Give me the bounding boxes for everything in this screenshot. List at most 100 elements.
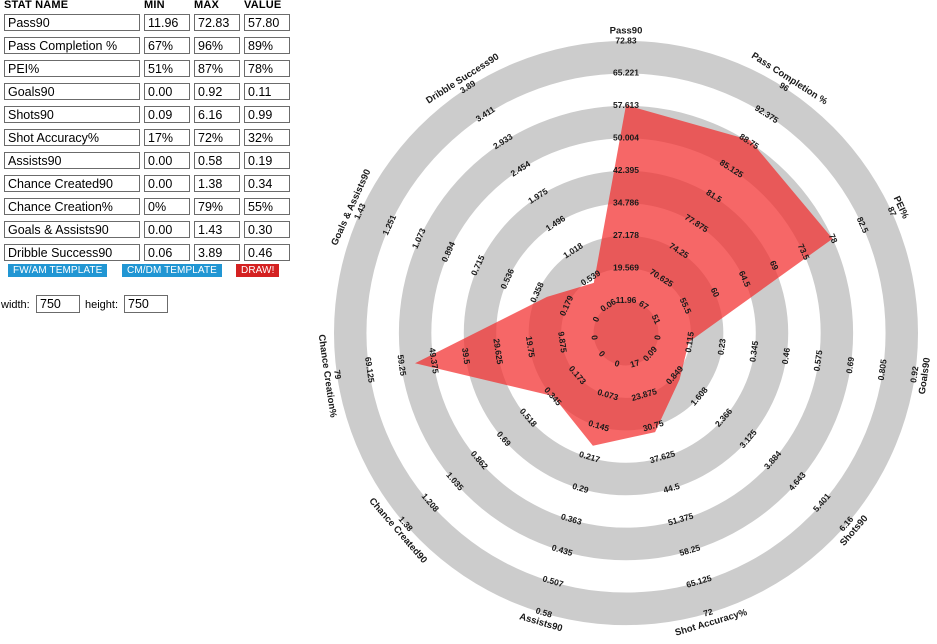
min-input[interactable]: 11.96 — [144, 14, 190, 31]
table-cell: 0.00 — [142, 172, 192, 195]
height-input[interactable]: 750 — [124, 295, 168, 313]
max-input[interactable]: 3.89 — [194, 244, 240, 261]
radar-tick-label: 29.625 — [491, 338, 505, 365]
max-input[interactable]: 72% — [194, 129, 240, 146]
radar-tick-label: 50.004 — [613, 133, 639, 143]
table-cell: 0.00 — [142, 218, 192, 241]
table-cell: Dribble Success90 — [2, 241, 142, 264]
radar-tick-label: 51 — [650, 313, 663, 326]
min-input[interactable]: 0.06 — [144, 244, 190, 261]
stat-table: STAT NAME MIN MAX VALUE Pass90 11.96 72.83… — [2, 0, 292, 264]
value-input[interactable]: 0.34 — [244, 175, 290, 192]
value-input[interactable]: 0.11 — [244, 83, 290, 100]
min-input[interactable]: 0% — [144, 198, 190, 215]
value-input[interactable]: 32% — [244, 129, 290, 146]
min-input[interactable]: 0.00 — [144, 152, 190, 169]
max-input[interactable]: 87% — [194, 60, 240, 77]
max-input[interactable]: 0.58 — [194, 152, 240, 169]
radar-tick-label: 87 — [886, 205, 899, 218]
radar-tick-label: 0.115 — [683, 331, 696, 353]
max-input[interactable]: 96% — [194, 37, 240, 54]
radar-tick-label: 0 — [613, 358, 621, 369]
value-input[interactable]: 0.19 — [244, 152, 290, 169]
table-cell: 55% — [242, 195, 292, 218]
stat-name-input[interactable]: Chance Created90 — [4, 175, 140, 192]
min-input[interactable]: 51% — [144, 60, 190, 77]
stat-name-input[interactable]: Goals90 — [4, 83, 140, 100]
cm-dm-template-button[interactable]: CM/DM TEMPLATE — [122, 264, 222, 277]
table-cell: 96% — [192, 34, 242, 57]
table-cell: 0.00 — [142, 80, 192, 103]
table-cell: Pass Completion % — [2, 34, 142, 57]
value-input[interactable]: 89% — [244, 37, 290, 54]
min-input[interactable]: 0.09 — [144, 106, 190, 123]
stat-name-input[interactable]: Pass90 — [4, 14, 140, 31]
value-input[interactable]: 78% — [244, 60, 290, 77]
table-row: Shots90 0.09 6.16 0.99 — [2, 103, 292, 126]
table-cell: 11.96 — [142, 11, 192, 34]
max-input[interactable]: 1.43 — [194, 221, 240, 238]
table-cell: 51% — [142, 57, 192, 80]
radar-tick-label: 0.805 — [876, 358, 889, 381]
min-input[interactable]: 17% — [144, 129, 190, 146]
radar-axis-label: Goals90 — [917, 357, 933, 395]
table-row: Pass Completion % 67% 96% 89% — [2, 34, 292, 57]
stat-name-input[interactable]: PEI% — [4, 60, 140, 77]
stat-name-input[interactable]: Dribble Success90 — [4, 244, 140, 261]
value-input[interactable]: 0.46 — [244, 244, 290, 261]
min-input[interactable]: 0.00 — [144, 221, 190, 238]
max-input[interactable]: 79% — [194, 198, 240, 215]
stat-name-input[interactable]: Chance Creation% — [4, 198, 140, 215]
table-cell: 0.34 — [242, 172, 292, 195]
table-cell: 17% — [142, 126, 192, 149]
stat-name-input[interactable]: Shots90 — [4, 106, 140, 123]
max-input[interactable]: 1.38 — [194, 175, 240, 192]
radar-tick-label: 69 — [768, 259, 781, 272]
table-cell: 1.43 — [192, 218, 242, 241]
radar-tick-label: 0.345 — [747, 340, 760, 363]
radar-tick-label: 0.58 — [535, 605, 554, 619]
table-cell: Shots90 — [2, 103, 142, 126]
max-input[interactable]: 72.83 — [194, 14, 240, 31]
draw-button[interactable]: DRAW! — [236, 264, 280, 277]
radar-tick-label: 9.875 — [556, 331, 569, 354]
radar-tick-label: 0.575 — [811, 349, 824, 372]
radar-tick-label: 69.125 — [363, 356, 377, 383]
radar-tick-label: 0.29 — [571, 481, 590, 495]
max-input[interactable]: 0.92 — [194, 83, 240, 100]
radar-tick-label: 44.5 — [662, 481, 681, 495]
fw-am-template-button[interactable]: FW/AM TEMPLATE — [8, 264, 108, 277]
stat-name-input[interactable]: Assists90 — [4, 152, 140, 169]
radar-axis-label: Pass90 — [610, 26, 643, 37]
radar-tick-label: 0.69 — [844, 356, 856, 374]
stat-name-input[interactable]: Pass Completion % — [4, 37, 140, 54]
radar-tick-label: 60 — [709, 286, 722, 299]
width-label: width: — [1, 299, 30, 311]
table-cell: 32% — [242, 126, 292, 149]
header-max: MAX — [194, 0, 220, 11]
value-input[interactable]: 55% — [244, 198, 290, 215]
radar-tick-label: 79 — [332, 369, 343, 380]
stat-name-input[interactable]: Goals & Assists90 — [4, 221, 140, 238]
table-cell: 0.99 — [242, 103, 292, 126]
radar-tick-label: 42.395 — [613, 165, 639, 175]
value-input[interactable]: 57.80 — [244, 14, 290, 31]
stat-name-input[interactable]: Shot Accuracy% — [4, 129, 140, 146]
table-cell: 78% — [242, 57, 292, 80]
value-input[interactable]: 0.30 — [244, 221, 290, 238]
table-cell: 0.00 — [142, 149, 192, 172]
table-cell: Shot Accuracy% — [2, 126, 142, 149]
min-input[interactable]: 67% — [144, 37, 190, 54]
table-header-row: STAT NAME MIN MAX VALUE — [2, 0, 292, 11]
value-input[interactable]: 0.99 — [244, 106, 290, 123]
table-cell: Assists90 — [2, 149, 142, 172]
min-input[interactable]: 0.00 — [144, 175, 190, 192]
table-cell: 57.80 — [242, 11, 292, 34]
min-input[interactable]: 0.00 — [144, 83, 190, 100]
max-input[interactable]: 6.16 — [194, 106, 240, 123]
table-cell: 0.46 — [242, 241, 292, 264]
table-cell: 0.58 — [192, 149, 242, 172]
width-input[interactable]: 750 — [36, 295, 80, 313]
radar-tick-label: 19.75 — [524, 336, 537, 359]
